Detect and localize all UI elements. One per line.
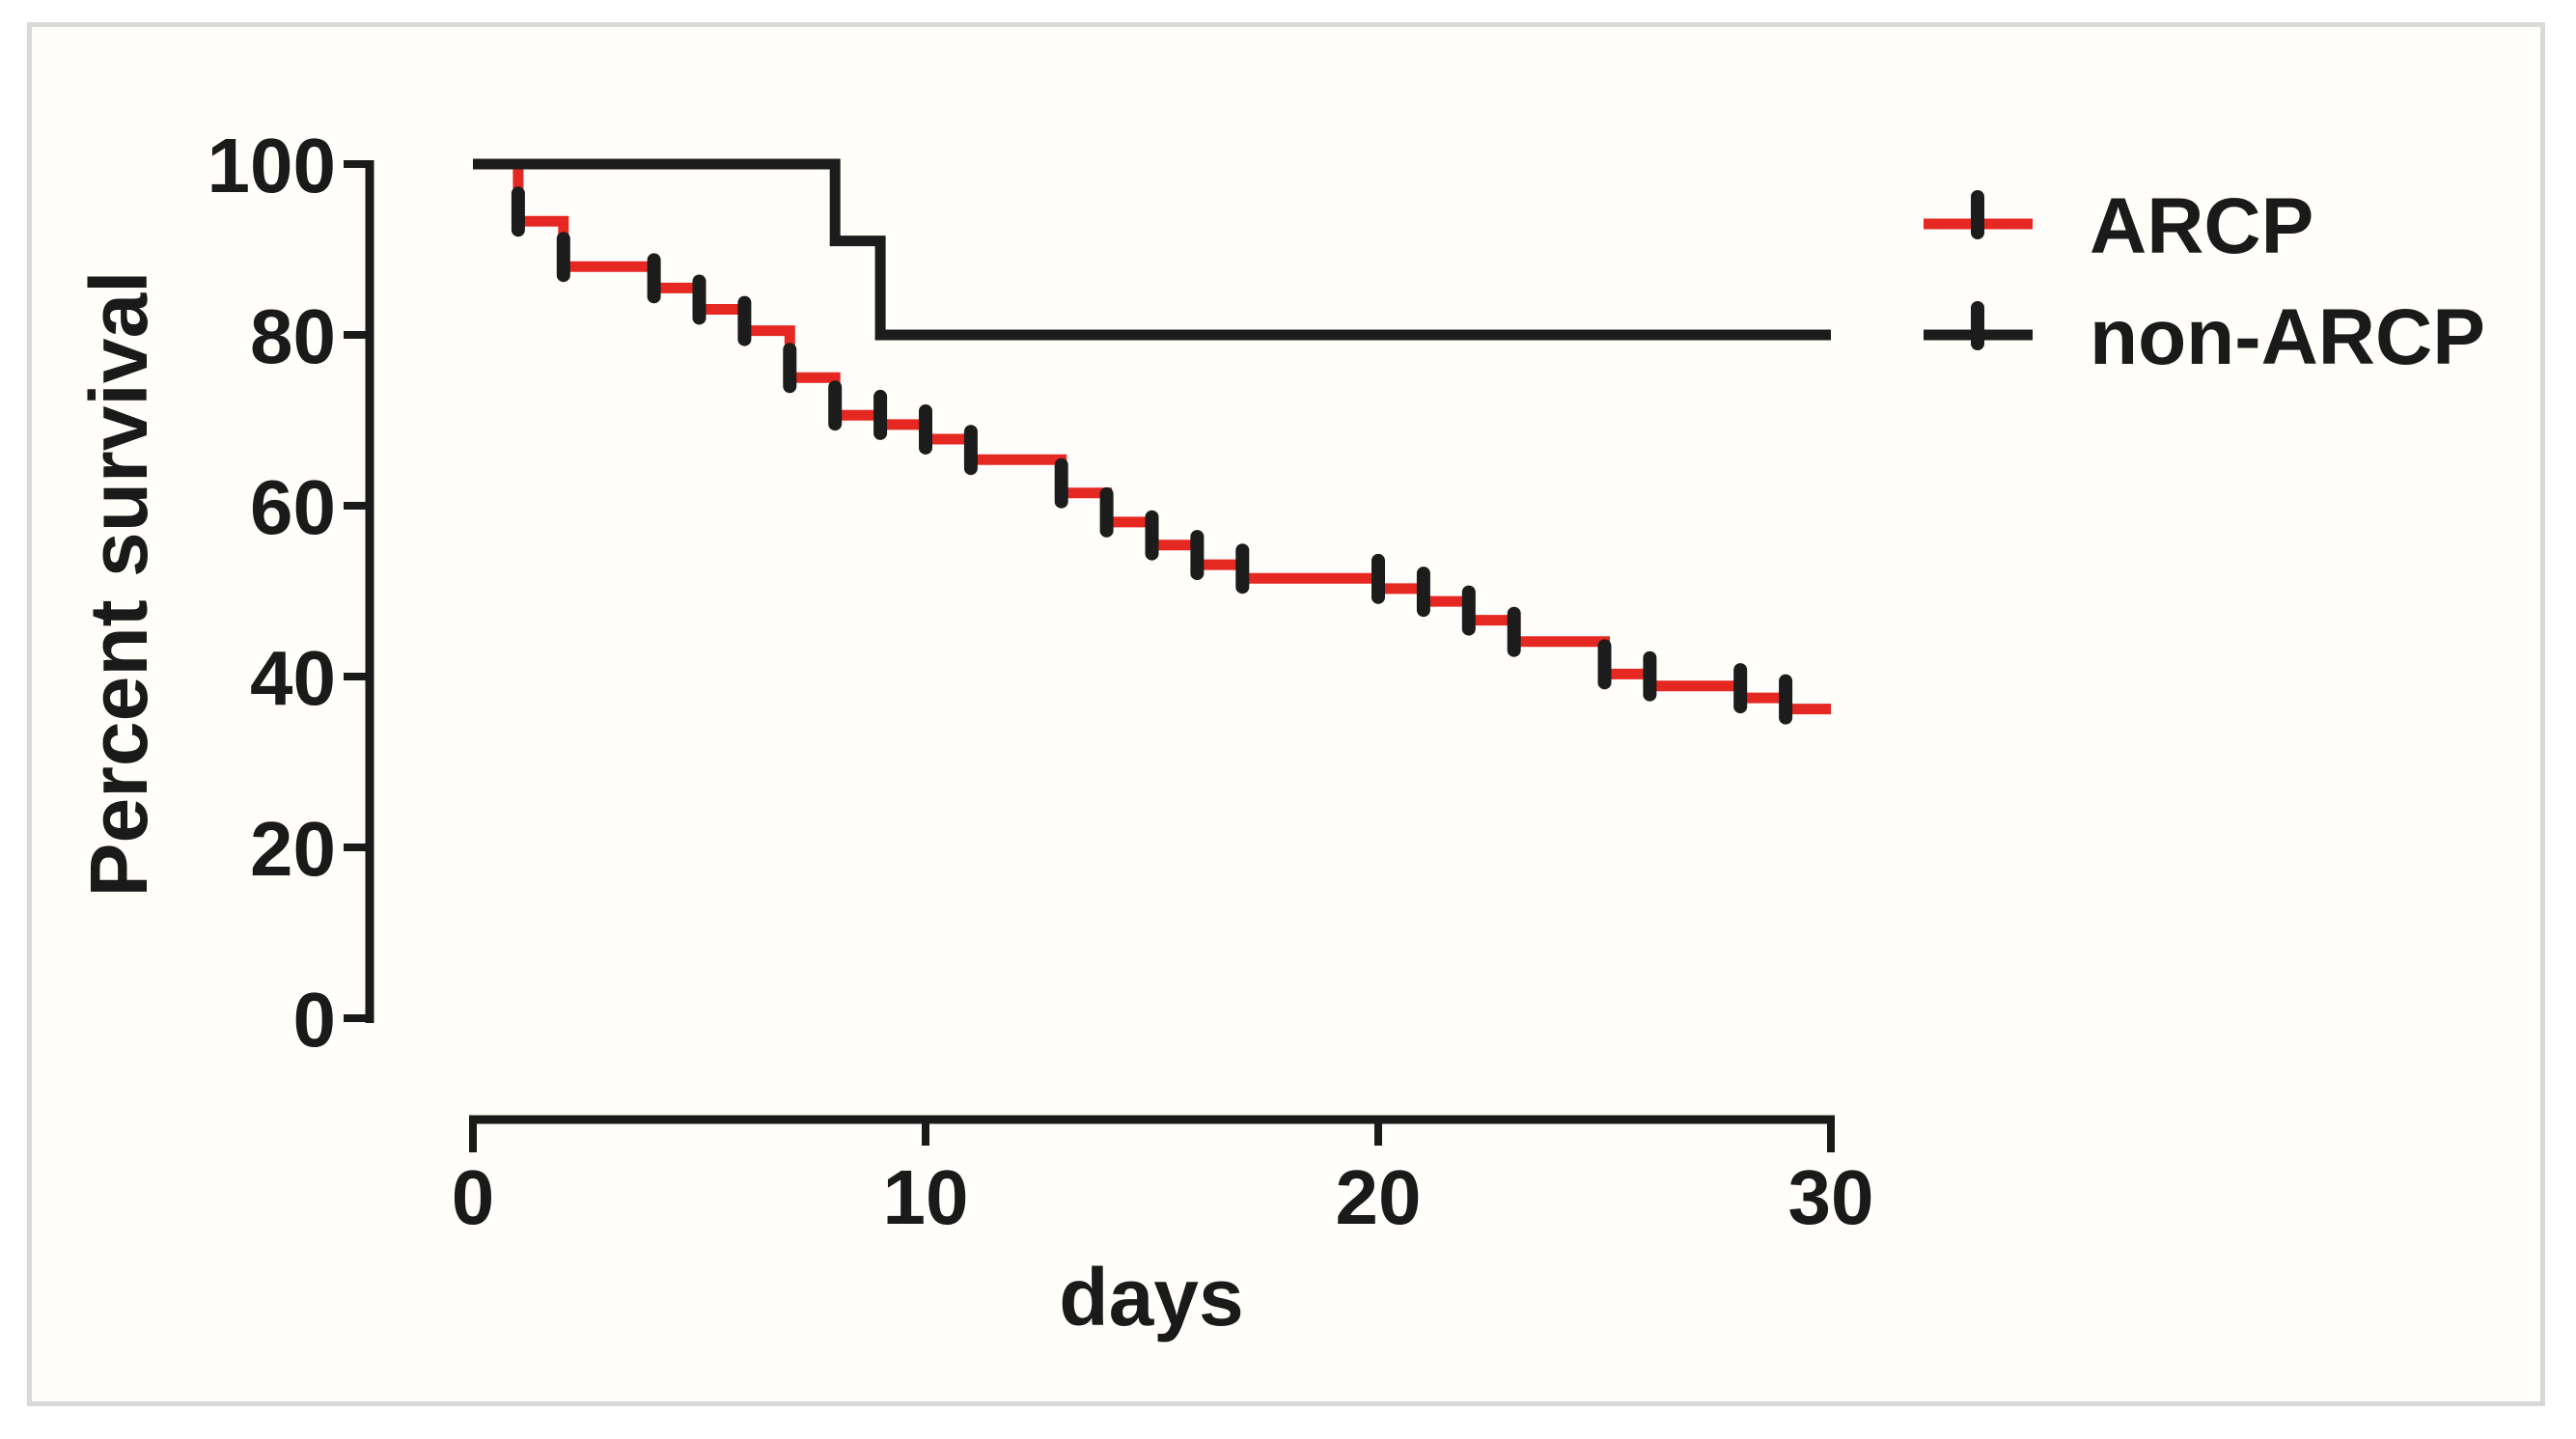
y-tick-label: 40 [250, 635, 336, 721]
y-tick-label: 100 [208, 123, 336, 208]
legend-label-arcp: ARCP [2090, 182, 2313, 270]
x-tick-label: 20 [1336, 1154, 1422, 1240]
arcp-survival-curve [473, 158, 1831, 715]
x-tick-label: 0 [452, 1154, 495, 1240]
y-tick-label: 0 [293, 977, 337, 1063]
y-axis-title: Percent survival [73, 270, 164, 897]
legend-label-non-arcp: non-ARCP [2090, 293, 2485, 381]
non-arcp-survival-curve [473, 158, 1831, 341]
figure-frame [27, 22, 2545, 1406]
x-tick-label: 30 [1788, 1154, 1874, 1240]
x-axis-title: days [1059, 1252, 1243, 1342]
x-tick-label: 10 [883, 1154, 969, 1240]
y-tick-label: 20 [250, 806, 336, 892]
y-tick-label: 60 [250, 464, 336, 550]
y-tick-label: 80 [250, 293, 336, 379]
